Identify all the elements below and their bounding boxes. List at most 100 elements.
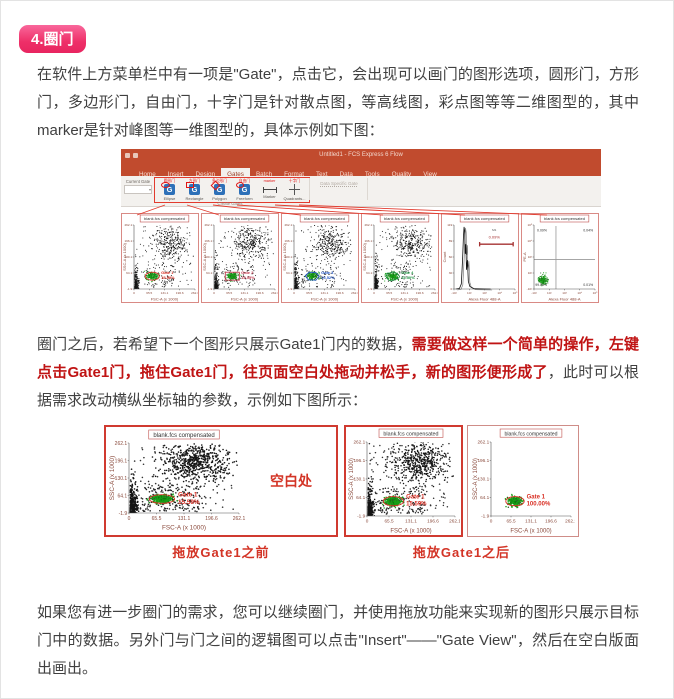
tab-batch[interactable]: Batch — [255, 171, 273, 178]
x-axis-label: FSC-A (x 1000) — [151, 297, 179, 302]
y-axis-label: SSC-A (x 1000) — [202, 242, 207, 270]
scatter-plot-panel: Gate 1 15.59% 262.1 196.1 130.1 64.1 -1.9 0 65.5… — [121, 213, 199, 303]
plot-title: blank.fcs compensated — [464, 216, 505, 221]
gate-annotation-text: 十字门 — [288, 178, 301, 183]
svg-text:10⁴: 10⁴ — [497, 291, 502, 295]
y-axis-label: Count — [442, 251, 447, 263]
tool-ellipse-button[interactable]: 圆形门 G Ellipse — [158, 178, 181, 201]
window-title: Untitled1 - FCS Express 6 Flow — [319, 152, 403, 158]
svg-text:64.1: 64.1 — [126, 271, 132, 275]
plot-title: blank.fcs compensated — [304, 216, 345, 221]
tab-design[interactable]: Design — [195, 171, 216, 178]
tab-home[interactable]: Home — [139, 171, 156, 178]
text-normal: 圈门之后，若希望下一个图形只展示Gate1门内的数据， — [37, 336, 412, 353]
svg-text:131.1: 131.1 — [241, 291, 249, 295]
section-badge: 4.圈门 — [19, 25, 86, 53]
gate-percent: 15.59% — [406, 502, 427, 508]
plot-row: Gate 1 15.59% 262.1 196.1 130.1 64.1 -1.9 0 65.5… — [121, 213, 601, 303]
paragraph-intro: 在软件上方菜单栏中有一项是"Gate"，点击它，会出现可以画门的图形选项，圆形门… — [37, 66, 639, 139]
caption-after: 拖放Gate1之后 — [412, 545, 511, 560]
tab-text[interactable]: Text — [316, 171, 328, 178]
x-axis-label: FSC-A (x 1000) — [162, 525, 206, 532]
svg-text:196.1: 196.1 — [364, 239, 372, 243]
tool-label: Ellipse — [163, 196, 176, 201]
freeform-gate-icon: G — [236, 182, 250, 195]
tab-view[interactable]: View — [423, 171, 437, 178]
tool-freeform-button[interactable]: 自由门 G Freeform — [233, 179, 256, 201]
svg-text:130.1: 130.1 — [284, 255, 292, 259]
tab-format[interactable]: Format — [284, 171, 305, 178]
svg-text:130.1: 130.1 — [364, 255, 372, 259]
svg-text:196.1: 196.1 — [124, 239, 132, 243]
svg-text:10³: 10³ — [528, 255, 532, 259]
svg-text:10²: 10² — [547, 291, 551, 295]
svg-text:196.1: 196.1 — [204, 239, 212, 243]
x-axis-label: Alexa Fluor 488-A — [548, 297, 580, 302]
tab-tools[interactable]: Tools — [364, 171, 380, 178]
tool-marker-button[interactable]: marker Marker — [258, 179, 281, 202]
gate-label: Gate 1 — [178, 492, 198, 499]
x-axis-label: FSC-A (x 1000) — [311, 297, 339, 302]
svg-text:196.6: 196.6 — [336, 291, 344, 295]
svg-text:196.6: 196.6 — [256, 291, 264, 295]
rectangle-gate-icon: G — [186, 182, 200, 195]
tool-rectangle-button[interactable]: 方形门 G Rectangle — [183, 179, 206, 202]
gate-label: Gate 4 — [401, 270, 414, 275]
plot-title: blank.fcs compensated — [384, 216, 425, 221]
text-highlight-red: 需要做这样一个简单的操作，左键点击Gate1门，拖住Gate1门，往页面空白处拖… — [37, 336, 639, 381]
svg-text:64.1: 64.1 — [366, 271, 372, 275]
gate-annotation-text: 多边形门 — [211, 178, 228, 183]
x-axis-label: FSC-A (x 1000) — [391, 297, 419, 302]
svg-text:-10²: -10² — [527, 287, 533, 291]
y-axis-label: SSC-A (x 1000) — [362, 242, 367, 270]
svg-text:131.1: 131.1 — [161, 291, 169, 295]
svg-text:60: 60 — [449, 255, 453, 259]
blank-area-label: 空白处 — [270, 473, 312, 489]
svg-text:131.1: 131.1 — [321, 291, 329, 295]
scatter-plot-panel: Gate 3 15.52% 262.1 196.1 130.1 64.1 -1.9 0 65.5… — [281, 213, 359, 303]
create-gates-toolgroup: 圆形门 G Ellipse 方形门 G Rectangle 多边形门 G Polygon 自由门 G… — [154, 176, 310, 203]
svg-text:262.1: 262.1 — [351, 291, 358, 295]
drag-demo-figure: Gate 1 15.59% 262.1 196.1 130.1 64.1 -1.9 0 65.5… — [104, 425, 582, 565]
y-axis-label: SSC-A (x 1000) — [349, 458, 355, 500]
tool-label: Rectangle — [185, 196, 204, 201]
after-drag-box-source: Gate 1 15.59% 262.1 196.1 130.1 64.1 -1.9 0 65.5… — [344, 425, 463, 537]
tab-insert[interactable]: Insert — [167, 171, 184, 178]
gate-annotation-text: 方形门 — [188, 178, 201, 183]
paragraph-drag-instructions: 圈门之后，若希望下一个图形只展示Gate1门内的数据，需要做这样一个简单的操作，… — [37, 331, 639, 415]
svg-text:65.5: 65.5 — [146, 291, 152, 295]
svg-text:0: 0 — [213, 291, 215, 295]
x-axis-label: FSC-A (x 1000) — [231, 297, 259, 302]
svg-text:10⁴: 10⁴ — [577, 291, 582, 295]
tab-data[interactable]: Data — [339, 171, 353, 178]
tab-quality[interactable]: Quality — [391, 171, 412, 178]
tool-label: Marker — [263, 193, 276, 199]
current-gate-dropdown[interactable] — [124, 185, 152, 194]
caption-before: 拖放Gate1之前 — [172, 545, 270, 560]
gate-percent: 100.00% — [527, 502, 551, 508]
quadrant-plot-panel: 0.09% 0.04% 99.86% 0.01% 10⁵ 10⁴ 10³ 10² -10² -10… — [521, 213, 599, 303]
quad-bottom-left: 99.86% — [535, 283, 547, 287]
gate-annotation-text: 圆形门 — [163, 178, 176, 183]
tool-label: Polygon — [212, 196, 227, 201]
svg-text:-10²: -10² — [451, 291, 457, 295]
svg-text:10⁵: 10⁵ — [513, 291, 518, 295]
y-axis-label: SSC-A (x 1000) — [122, 242, 127, 270]
svg-text:65.5: 65.5 — [386, 291, 392, 295]
svg-text:64.1: 64.1 — [286, 271, 292, 275]
svg-text:262.1: 262.1 — [204, 223, 212, 227]
current-gate-control[interactable]: Current Gate — [123, 179, 153, 194]
gate-label: Gate 1 — [161, 270, 174, 275]
x-axis-label: Alexa Fluor 488-A — [468, 297, 500, 302]
svg-text:10³: 10³ — [482, 291, 486, 295]
svg-text:10⁴: 10⁴ — [527, 239, 532, 243]
scatter-plot-panel: Gate 1 100.00% 262.1 196.1 130.1 64.1 -1.9 0 65.… — [471, 428, 577, 535]
ellipse-gate-icon: G — [161, 182, 175, 195]
svg-text:0: 0 — [133, 291, 135, 295]
plot-title: blank.fcs compensated — [504, 431, 557, 437]
group-label: Create Gates — [217, 200, 243, 206]
svg-text:131.1: 131.1 — [401, 291, 409, 295]
tool-quadrants-button[interactable]: 十字门 Quadrants... — [283, 179, 306, 202]
data-specific-gate-button[interactable]: Data Specific Gate — [320, 181, 358, 186]
tool-polygon-button[interactable]: 多边形门 G Polygon — [208, 178, 231, 201]
